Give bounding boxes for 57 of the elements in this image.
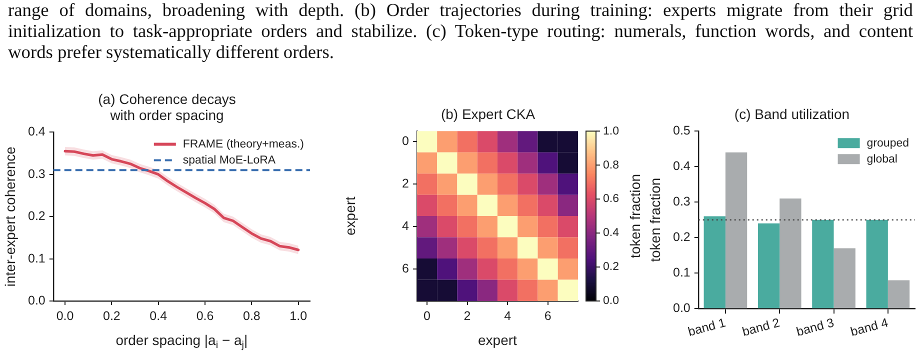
y-tick-label: 0.2 [28,209,46,224]
bar [834,248,856,308]
x-tick-label: 0 [424,308,431,323]
chart-title: (c) Band utilization [734,106,850,122]
x-tick-label: 0.6 [196,308,214,323]
chart-title: (a) Coherence decays with order spacing [98,90,236,124]
ref-line-label: spatial MoE-LoRA [182,154,276,166]
bar [758,223,780,308]
y-tick-label: 6 [402,262,409,276]
text: range of domains, broadening with depth. (b) Order trajectories during training: experts migrate from their grid [8,0,913,21]
y-tick-label: 0.1 [28,251,46,266]
y-tick-label: 0.2 [672,230,690,244]
x-tick-label: 0.4 [150,308,168,323]
color-bar-label: 0.8 [603,159,619,172]
color-bar-label: 0.6 [603,193,619,206]
y-tick-label: 0.4 [672,159,690,174]
bar [704,216,726,308]
y-tick-label: 4 [402,219,409,234]
y-tick-label: 0.3 [28,166,46,181]
bar [780,198,802,308]
x-tick-label: 6 [544,308,552,323]
y-tick-label: 0.3 [672,194,690,209]
y-tick-label: 0.5 [672,124,690,138]
bar [812,220,834,308]
x-tick-label: 4 [504,308,512,323]
y-axis-title: token fraction [646,178,663,262]
x-tick-label: band 1 [686,316,728,339]
text: initialization to task-appropriate orders and stabilize. (c) Token-type routing: numerals, function words, and content [8,21,913,42]
x-tick-label: 0.2 [103,308,120,323]
legend-label: global [866,153,898,166]
y-tick-label: 0.0 [28,293,46,308]
bar [725,152,748,308]
bar [866,220,888,308]
x-tick-label: 1.0 [290,308,308,323]
y-tick-label: 2 [402,176,409,191]
bar [888,280,910,308]
y-axis-title: inter-expert coherence [2,146,18,287]
y-tick-label: 0.4 [28,124,46,139]
legend-label: grouped [866,137,910,150]
x-tick-label: 0.8 [242,308,260,323]
chart-title: (b) Expert CKA [440,106,536,122]
color-bar-title: token fraction [626,174,643,258]
x-tick-label: 2 [464,308,471,323]
x-tick-label: band 2 [740,316,782,339]
x-tick-label: 0.0 [56,308,74,323]
color-bar-label: 0.2 [603,261,619,274]
y-tick-label: 0 [402,134,409,148]
y-tick-label: 0.1 [672,266,690,280]
text: words prefer systematically different orders. [8,42,335,63]
x-tick-label: band 4 [849,316,890,339]
color-bar-label: 0.4 [603,227,620,240]
x-axis-title: expert [478,332,518,348]
color-bar-label: 0.0 [603,295,619,308]
legend-label: FRAME (theory+meas.) [182,138,304,150]
color-bar-label: 1.0 [603,125,619,138]
y-axis-title: expert [342,196,358,236]
x-tick-label: band 3 [794,316,836,339]
